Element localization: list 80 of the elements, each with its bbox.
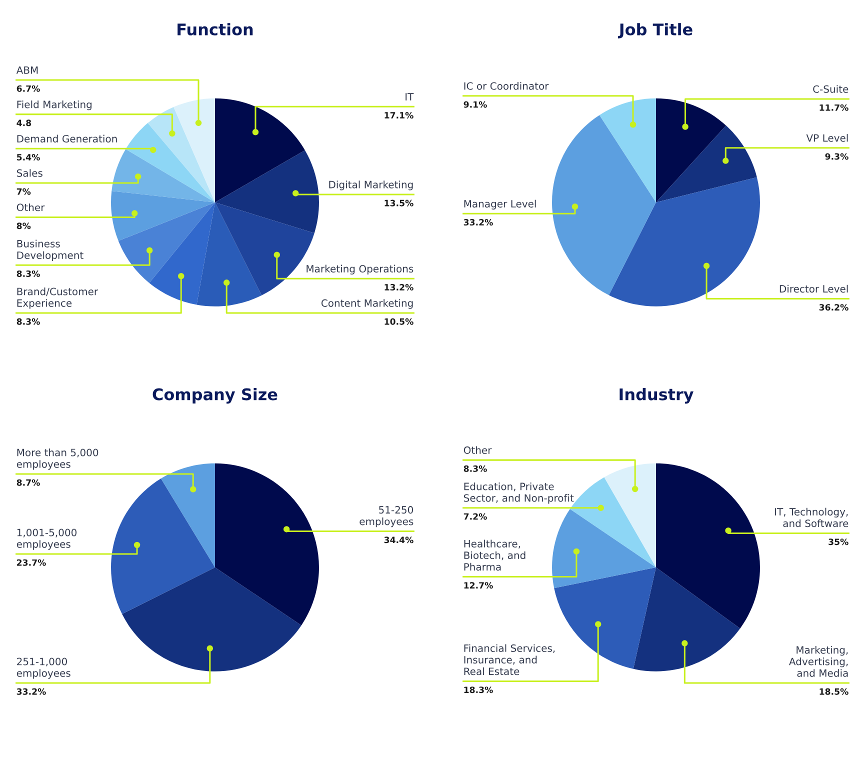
slice-label: Financial Services, Insurance, and Real Estate	[464, 644, 555, 676]
slice-label: Education, Private Sector, and Non-profit	[464, 482, 574, 504]
pie-slice	[608, 177, 760, 306]
data-label: 5.4%	[16, 154, 40, 161]
slice-label: Director Level	[780, 284, 848, 293]
data-label: 13.5%	[384, 200, 414, 206]
data-label: 8.7%	[16, 479, 40, 486]
pie-slice	[148, 107, 215, 202]
data-label: 17.1%	[384, 112, 414, 119]
slice-label: VP Level	[806, 134, 848, 142]
pie-slice	[215, 150, 319, 234]
pie-slice	[111, 190, 215, 241]
pie-slice	[196, 202, 262, 306]
pie-slice	[554, 567, 656, 669]
pie-slice	[552, 115, 656, 296]
pie-slice	[604, 463, 656, 568]
slice-label: More than 5,000 employees	[16, 448, 98, 470]
data-label: 9.1%	[464, 101, 487, 108]
slice-label: IC or Coordinator	[464, 82, 549, 90]
slice-label: Content Marketing	[321, 299, 413, 309]
data-label: 23.7%	[17, 559, 46, 566]
data-label: 7%	[16, 188, 31, 195]
data-label: 9.3%	[825, 153, 848, 160]
pie-slice	[599, 98, 656, 202]
slice-label: Digital Marketing	[329, 180, 413, 190]
pie-slice	[215, 98, 305, 202]
data-label: 8.3%	[16, 270, 40, 277]
slice-label: Marketing Operations	[306, 264, 414, 274]
pie-slice	[149, 202, 215, 305]
slice-label: Other	[16, 203, 45, 212]
chart-title: Industry	[620, 388, 694, 404]
slice-label: Marketing, Advertising, and Media	[789, 646, 848, 677]
slice-label: IT	[406, 93, 414, 100]
slice-label: ABM	[16, 66, 38, 74]
pie-slice	[656, 463, 760, 629]
chart-title: Function	[178, 23, 253, 36]
data-label: 12.7%	[464, 582, 493, 589]
data-label: 33.2%	[16, 688, 46, 695]
slice-label: C-Suite	[813, 85, 848, 93]
data-label: 18.3%	[464, 686, 493, 694]
slice-label: Healthcare, Biotech, and Pharma	[464, 540, 526, 571]
data-label: 35%	[828, 538, 848, 546]
pie-slice	[160, 463, 215, 568]
data-label: 8.3%	[464, 465, 487, 472]
pie-slice	[656, 126, 757, 202]
slice-label: 251-1,000 employees	[16, 658, 70, 679]
data-label: 33.2%	[464, 219, 493, 226]
pie-slice	[174, 98, 215, 202]
slice-label: Brand/Customer Experience	[17, 288, 98, 309]
slice-label: 51-250 employees	[360, 506, 414, 528]
chart-title: Company Size	[152, 388, 278, 404]
pie-slice	[112, 149, 215, 202]
pie-slice	[118, 202, 215, 283]
slice-label: Manager Level	[464, 200, 536, 210]
slice-label: Field Marketing	[17, 100, 92, 110]
pie-slice	[656, 98, 726, 202]
pie-slice	[552, 508, 656, 588]
slice-label: Sales	[16, 169, 42, 177]
pie-slice	[111, 478, 215, 614]
data-label: 4.8	[16, 120, 32, 126]
slice-label: Other	[464, 446, 492, 454]
data-label: 10.5%	[384, 318, 414, 325]
data-label: 13.2%	[384, 284, 414, 291]
data-label: 18.5%	[820, 688, 848, 695]
slice-label: Demand Generation	[17, 134, 117, 143]
data-label: 34.4%	[384, 536, 414, 544]
slice-label: IT, Technology, and Software	[775, 508, 848, 528]
pie-slice	[633, 567, 740, 672]
chart-title: Job Title	[618, 23, 692, 38]
data-label: 36.2%	[819, 304, 848, 311]
pie-slice	[215, 463, 319, 626]
slice-label: 1,001-5,000 employees	[16, 528, 77, 550]
data-label: 6.7%	[16, 85, 40, 92]
data-label: 7.2%	[464, 513, 487, 520]
pie-slice	[126, 123, 215, 202]
slice-label: Business Development	[17, 240, 84, 261]
data-label: 11.7%	[820, 104, 848, 111]
pie-slice	[122, 567, 302, 672]
data-label: 8.3%	[16, 318, 40, 325]
data-label: 8%	[16, 222, 31, 230]
